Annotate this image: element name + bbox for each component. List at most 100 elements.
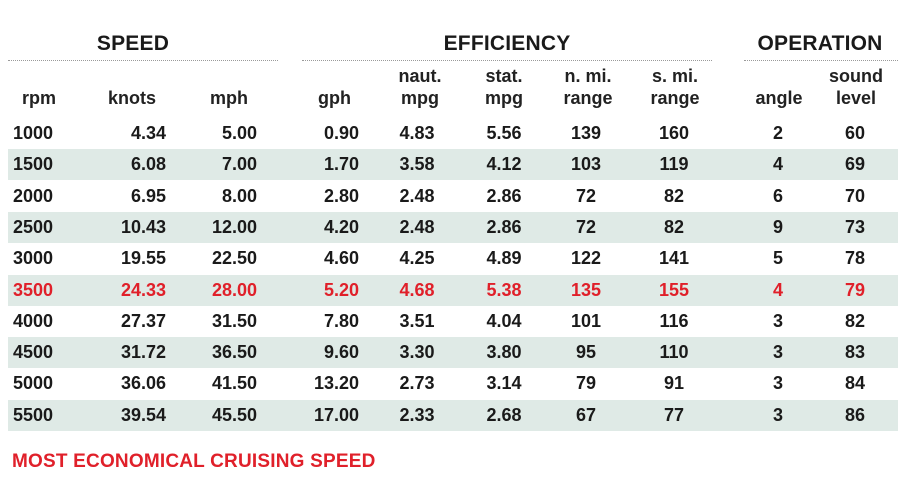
table-row: 4500 31.72 36.50 9.60 3.30 3.80 95 110 3 83 <box>8 337 898 369</box>
cell-gph: 2.80 <box>323 185 359 206</box>
column-header-n-mi-range: n. mi. range <box>557 65 619 109</box>
table-row: 1500 6.08 7.00 1.70 3.58 4.12 103 119 4 69 <box>8 149 898 181</box>
cell-n-mi-range: 95 <box>575 342 597 363</box>
group-title-efficiency: EFFICIENCY <box>443 32 571 55</box>
group-rule-efficiency <box>302 60 712 61</box>
cell-n-mi-range: 72 <box>575 216 597 237</box>
cell-sound-level: 60 <box>844 123 866 143</box>
column-header-line: naut. <box>398 66 442 86</box>
cell-angle: 3 <box>772 404 783 425</box>
group-rule-operation <box>744 60 898 61</box>
cell-sound-level: 73 <box>844 216 866 237</box>
column-header-stat-mpg: stat. mpg <box>478 65 530 109</box>
table-row: 5500 39.54 45.50 17.00 2.33 2.68 67 77 3 86 <box>8 399 898 431</box>
cell-angle: 3 <box>772 373 783 394</box>
cell-naut-mpg: 2.48 <box>399 185 435 206</box>
cell-stat-mpg: 3.14 <box>486 373 522 394</box>
table-row-highlight: 3500 24.33 28.00 5.20 4.68 5.38 135 155 4 79 <box>8 274 898 306</box>
cell-rpm: 1000 <box>13 123 54 143</box>
cell-gph: 0.90 <box>323 123 359 143</box>
column-header-sound-level: sound level <box>824 65 888 109</box>
cell-rpm: 3500 <box>13 279 54 300</box>
cell-stat-mpg: 2.68 <box>486 404 522 425</box>
column-header-line: s. mi. <box>651 66 699 86</box>
table-row: 1000 4.34 5.00 0.90 4.83 5.56 139 160 2 60 <box>8 118 898 149</box>
cell-naut-mpg: 2.48 <box>399 216 435 237</box>
cell-n-mi-range: 122 <box>570 248 602 269</box>
cell-angle: 4 <box>772 279 783 300</box>
cell-naut-mpg: 4.25 <box>399 248 435 269</box>
cell-knots: 24.33 <box>120 279 166 300</box>
cell-knots: 36.06 <box>120 373 166 394</box>
cell-sound-level: 84 <box>844 373 866 394</box>
group-title-operation: OPERATION <box>757 32 883 55</box>
column-header-line: mph <box>210 88 248 108</box>
cell-gph: 7.80 <box>323 310 359 331</box>
cell-s-mi-range: 119 <box>659 154 689 175</box>
cell-sound-level: 83 <box>844 342 866 363</box>
cell-n-mi-range: 79 <box>575 373 597 394</box>
cell-sound-level: 86 <box>844 404 866 425</box>
cell-n-mi-range: 101 <box>570 310 602 331</box>
column-header-line: range <box>563 88 613 108</box>
table-row: 2500 10.43 12.00 4.20 2.48 2.86 72 82 9 73 <box>8 211 898 243</box>
cell-knots: 6.95 <box>130 185 166 206</box>
column-header-line: level <box>835 88 877 108</box>
cell-rpm: 5500 <box>13 404 54 425</box>
cell-angle: 2 <box>772 123 783 143</box>
cell-s-mi-range: 77 <box>663 404 685 425</box>
cell-rpm: 3000 <box>13 248 54 269</box>
cell-gph: 4.20 <box>323 216 359 237</box>
column-header-line: range <box>650 88 700 108</box>
column-header-line: mpg <box>485 88 523 108</box>
table-row: 4000 27.37 31.50 7.80 3.51 4.04 101 116 3 82 <box>8 306 898 337</box>
column-header-mph: mph <box>210 87 258 109</box>
cell-rpm: 2000 <box>13 185 54 206</box>
column-header-line: rpm <box>22 88 57 108</box>
cell-gph: 5.20 <box>323 279 359 300</box>
cell-angle: 4 <box>772 154 783 175</box>
cell-naut-mpg: 3.51 <box>399 310 435 331</box>
table-row: 2000 6.95 8.00 2.80 2.48 2.86 72 82 6 70 <box>8 181 898 212</box>
cell-rpm: 5000 <box>13 373 54 394</box>
cell-stat-mpg: 4.89 <box>486 248 522 269</box>
cell-gph: 13.20 <box>313 373 359 394</box>
cell-knots: 6.08 <box>130 154 166 175</box>
column-header-gph: gph <box>318 87 360 109</box>
cell-stat-mpg: 5.38 <box>486 279 522 300</box>
cell-naut-mpg: 2.73 <box>399 373 435 394</box>
cell-mph: 7.00 <box>221 154 257 175</box>
cell-rpm: 2500 <box>13 216 54 237</box>
cell-mph: 8.00 <box>221 185 257 206</box>
column-header-line: n. mi. <box>564 66 612 86</box>
cell-knots: 39.54 <box>120 404 166 425</box>
cell-n-mi-range: 139 <box>570 123 602 143</box>
group-title-speed: SPEED <box>96 32 170 55</box>
cell-knots: 10.43 <box>120 216 166 237</box>
cell-mph: 45.50 <box>211 404 257 425</box>
cell-stat-mpg: 4.12 <box>486 154 522 175</box>
group-rule-speed <box>8 60 278 61</box>
cell-mph: 22.50 <box>211 248 257 269</box>
cell-sound-level: 70 <box>844 185 866 206</box>
cell-n-mi-range: 103 <box>570 154 602 175</box>
cell-sound-level: 79 <box>844 279 866 300</box>
cell-s-mi-range: 141 <box>658 248 690 269</box>
cell-angle: 9 <box>772 216 783 237</box>
cell-mph: 5.00 <box>221 123 257 143</box>
column-header-naut-mpg: naut. mpg <box>392 65 448 109</box>
table-row: 3000 19.55 22.50 4.60 4.25 4.89 122 141 5 78 <box>8 243 898 274</box>
cell-naut-mpg: 3.30 <box>399 342 435 363</box>
cell-naut-mpg: 3.58 <box>399 154 435 175</box>
column-header-rpm: rpm <box>22 87 67 109</box>
column-header-angle: angle <box>750 87 808 109</box>
cell-sound-level: 82 <box>844 310 866 331</box>
cell-knots: 27.37 <box>120 310 166 331</box>
cell-n-mi-range: 135 <box>570 279 602 300</box>
cell-s-mi-range: 91 <box>663 373 685 394</box>
cell-angle: 3 <box>772 342 783 363</box>
cell-naut-mpg: 4.68 <box>399 279 435 300</box>
cell-gph: 9.60 <box>323 342 359 363</box>
cell-mph: 41.50 <box>211 373 257 394</box>
cell-stat-mpg: 4.04 <box>486 310 522 331</box>
